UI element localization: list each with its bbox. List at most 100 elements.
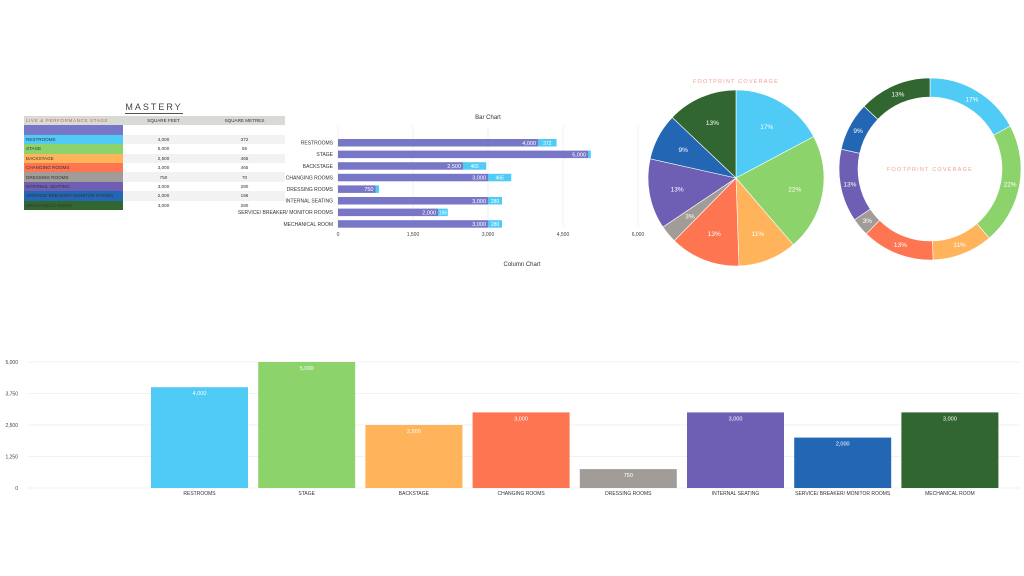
table-cell-sqft: 750 — [123, 172, 204, 182]
bar-value-label: 4,000 — [522, 141, 536, 147]
table-cell-name: SERVICE/ BREAKER/ MONITOR ROOMS — [24, 191, 123, 201]
bar-value-label: 2,500 — [447, 164, 461, 170]
table-row: INTERNAL SEATING 3,000 280 — [24, 181, 285, 192]
column-bar — [365, 425, 463, 488]
bar-main — [338, 185, 376, 193]
bar-main — [338, 208, 438, 217]
column-bar — [687, 412, 784, 488]
y-category-label: RESTROOMS — [301, 141, 334, 147]
bar-value-label: 196 — [439, 210, 448, 216]
pie-slice-label: 9% — [678, 147, 688, 154]
pie-slice — [735, 89, 815, 179]
bar-value-label: 750 — [364, 187, 373, 193]
column-value-label: 5,000 — [300, 366, 314, 372]
bar-secondary — [488, 220, 502, 228]
bar-secondary — [538, 139, 557, 147]
table-cell-sqm: 196 — [204, 191, 285, 201]
bar-main — [338, 197, 488, 205]
column-value-label: 3,000 — [729, 416, 743, 422]
table-cell-name: BACKSTAGE — [24, 153, 123, 163]
table-cell-sqm: 465 — [240, 165, 249, 171]
x-category-label: STAGE — [298, 491, 315, 497]
column-value-label: 2,000 — [836, 442, 850, 448]
bar-secondary — [375, 185, 379, 193]
x-category-label: BACKSTAGE — [399, 491, 430, 497]
table-cell-sqm: 465 — [204, 153, 285, 163]
table-header-cell: LIVE & PERFORMANCE STAGE — [24, 116, 123, 126]
table-cell-name: CHANGING ROOMS — [24, 162, 123, 173]
table-cell-sqm: 70 — [204, 172, 285, 182]
bar-value-label: 3,000 — [472, 199, 486, 205]
y-category-label: STAGE — [316, 152, 333, 158]
y-category-label: CHANGING ROOMS — [286, 175, 334, 181]
bar-value-label: 3,000 — [472, 176, 486, 182]
pie-slice-label: 13% — [671, 186, 684, 193]
pie-slice-label: 13% — [843, 181, 856, 188]
pie-slice-label: 17% — [760, 124, 773, 131]
pie-slice-label: 13% — [708, 231, 721, 238]
table-row: CHANGING ROOMS 3,000 465 — [24, 162, 285, 173]
y-category-label: SERVICE/ BREAKER/ MONITOR ROOMS — [238, 210, 334, 216]
pie-slice — [673, 177, 740, 267]
x-category-label: SERVICE/ BREAKER/ MONITOR ROOMS — [795, 491, 891, 497]
bar-secondary — [463, 162, 487, 170]
bar-secondary — [488, 173, 512, 182]
pie-slice-label: 13% — [891, 91, 904, 98]
bar-main — [338, 139, 538, 147]
table-cell-sqft: 5,000 — [157, 146, 170, 152]
column-bar — [794, 437, 892, 488]
y-category-label: BACKSTAGE — [303, 164, 334, 170]
column-value-label: 3,000 — [514, 416, 528, 422]
y-tick-label: 5,000 — [5, 360, 18, 366]
x-tick-label: 4,500 — [557, 232, 570, 238]
pie-slice-label: 13% — [894, 242, 907, 249]
bar-value-label: 280 — [491, 222, 500, 228]
x-category-label: CHANGING ROOMS — [497, 491, 545, 497]
pie-slice-label: 22% — [1004, 181, 1017, 188]
column-chart-caption: Column Chart — [503, 262, 540, 268]
table-row: MECHANICAL ROOM 3,000 280 — [24, 200, 285, 210]
pie-slice-label: 3% — [863, 218, 873, 225]
y-category-label: DRESSING ROOMS — [287, 187, 334, 193]
table-row: SERVICE/ BREAKER/ MONITOR ROOMS 2,000 196 — [24, 191, 285, 201]
area-table: LIVE & PERFORMANCE STAGE SQUARE FEET SQUAR… — [24, 116, 285, 210]
table-cell-sqm: 280 — [240, 202, 249, 208]
y-tick-label: 2,500 — [5, 423, 18, 429]
y-tick-label: 1,250 — [5, 455, 18, 461]
table-cell-sqft: 2,500 — [123, 153, 204, 163]
bar-value-label: 280 — [491, 199, 500, 205]
bar-main — [338, 162, 463, 170]
column-value-label: 4,000 — [193, 391, 207, 397]
y-category-label: INTERNAL SEATING — [285, 199, 333, 205]
bar-secondary — [438, 208, 448, 217]
bar-main — [338, 173, 488, 182]
bar-secondary — [488, 197, 502, 205]
y-tick-label: 3,750 — [5, 392, 18, 398]
column-bar — [151, 387, 248, 488]
table-header-row: LIVE & PERFORMANCE STAGE SQUARE FEET SQUAR… — [24, 116, 285, 126]
table-cell-sqm: 372 — [204, 134, 285, 145]
table-cell-name: STAGE — [24, 144, 123, 154]
pie-slice — [671, 89, 737, 179]
table-row: STAGE 5,000 56 — [24, 144, 285, 154]
x-tick-label: 6,000 — [632, 232, 645, 238]
column-bar — [901, 412, 999, 488]
pie-title: FOOTPRINT COVERAGE — [693, 79, 779, 85]
pie-slice-label: 9% — [853, 128, 863, 135]
table-swatch-row — [24, 125, 285, 135]
pie-slice — [647, 158, 737, 228]
table-cell-name: INTERNAL SEATING — [24, 181, 123, 192]
x-tick-label: 0 — [337, 232, 340, 238]
x-tick-label: 3,000 — [482, 232, 495, 238]
bar-value-label: 372 — [543, 141, 552, 147]
column-bar — [258, 362, 356, 488]
table-row: BACKSTAGE 2,500 465 — [24, 153, 285, 163]
column-bar — [472, 412, 570, 488]
color-swatch — [24, 125, 123, 135]
pie-slice-label: 11% — [953, 242, 966, 249]
x-tick-label: 1,500 — [407, 232, 420, 238]
column-bar — [579, 469, 677, 488]
pie-slice — [863, 77, 931, 120]
table-cell-sqft: 2,000 — [123, 191, 204, 201]
column-value-label: 750 — [624, 473, 633, 479]
